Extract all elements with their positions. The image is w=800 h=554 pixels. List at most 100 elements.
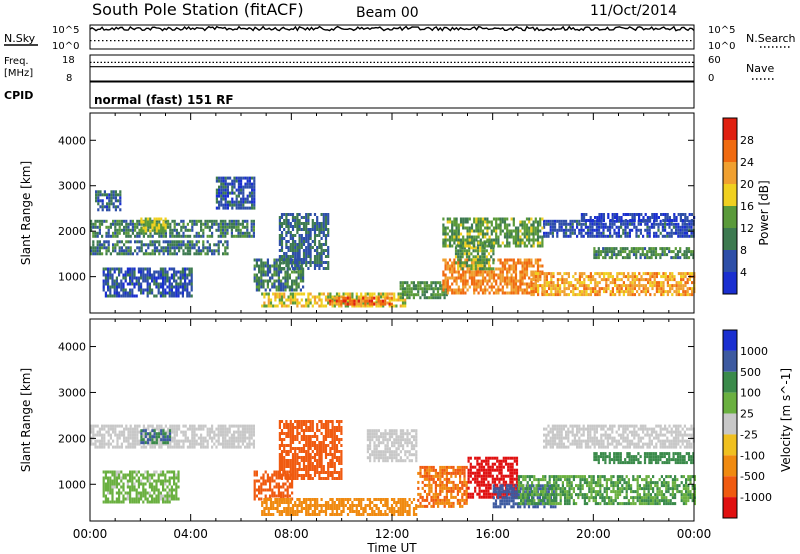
heatmap-cell xyxy=(129,436,132,440)
heatmap-cell xyxy=(190,270,193,274)
heatmap-cell xyxy=(302,477,306,480)
heatmap-cell xyxy=(109,442,112,446)
heatmap-cell xyxy=(532,232,535,236)
heatmap-cell xyxy=(541,287,544,291)
heatmap-cell xyxy=(164,294,167,298)
heatmap-cell xyxy=(171,240,174,244)
heatmap-cell xyxy=(622,213,625,216)
heatmap-cell xyxy=(296,432,299,435)
heatmap-cell xyxy=(346,298,350,302)
heatmap-cell xyxy=(351,302,354,306)
heatmap-cell xyxy=(220,197,223,201)
heatmap-cell xyxy=(291,471,295,474)
heatmap-cell xyxy=(514,285,518,289)
heatmap-cell xyxy=(206,427,209,431)
heatmap-cell xyxy=(492,291,496,295)
heatmap-cell xyxy=(481,232,485,236)
heatmap-cell xyxy=(239,228,242,232)
heatmap-cell xyxy=(294,471,297,474)
heatmap-cell xyxy=(629,275,632,279)
heatmap-cell xyxy=(311,228,314,231)
heatmap-cell xyxy=(280,441,284,444)
heatmap-cell xyxy=(340,299,343,303)
heatmap-cell xyxy=(445,293,448,297)
heatmap-cell xyxy=(107,497,110,501)
heatmap-cell xyxy=(414,293,418,297)
heatmap-cell xyxy=(177,285,180,289)
heatmap-cell xyxy=(514,273,518,277)
heatmap-cell xyxy=(167,445,170,449)
heatmap-cell xyxy=(96,439,99,443)
heatmap-cell xyxy=(603,278,606,282)
heatmap-cell xyxy=(226,206,229,210)
heatmap-cell xyxy=(604,225,607,229)
heatmap-cell xyxy=(481,276,485,280)
heatmap-cell xyxy=(346,304,350,308)
heatmap-cell xyxy=(114,205,117,209)
heatmap-cell xyxy=(593,253,596,257)
heatmap-cell xyxy=(495,235,498,239)
heatmap-cell xyxy=(178,442,181,446)
heatmap-cell xyxy=(169,424,172,428)
heatmap-cell xyxy=(346,292,350,296)
heatmap-cell xyxy=(457,252,460,256)
heatmap-cell xyxy=(558,222,561,226)
heatmap-cell xyxy=(131,430,134,434)
heatmap-cell xyxy=(662,219,665,222)
heatmap-cell xyxy=(283,459,286,462)
heatmap-cell xyxy=(294,438,297,441)
heatmap-cell xyxy=(123,219,126,223)
heatmap-cell xyxy=(647,287,650,291)
heatmap-cell xyxy=(262,479,265,483)
heatmap-cell xyxy=(451,261,454,265)
heatmap-cell xyxy=(271,276,274,280)
heatmap-cell xyxy=(217,427,220,431)
heatmap-cell xyxy=(298,450,301,453)
heatmap-cell xyxy=(140,445,143,449)
heatmap-cell xyxy=(655,213,658,216)
heatmap-cell xyxy=(536,223,540,227)
heatmap-cell xyxy=(239,424,242,428)
heatmap-cell xyxy=(644,293,647,297)
heatmap-cell xyxy=(275,267,278,271)
heatmap-cell xyxy=(651,284,654,288)
heatmap-cell xyxy=(280,231,284,234)
heatmap-cell xyxy=(648,247,651,251)
heatmap-cell xyxy=(146,470,149,474)
heatmap-cell xyxy=(479,232,482,236)
heatmap-cell xyxy=(291,258,294,262)
heatmap-cell xyxy=(282,285,285,289)
heatmap-cell xyxy=(134,433,137,437)
heatmap-cell xyxy=(560,219,563,223)
heatmap-cell xyxy=(148,500,151,504)
heatmap-cell xyxy=(98,225,101,229)
heatmap-cell xyxy=(560,222,563,226)
heatmap-cell xyxy=(278,468,281,471)
heatmap-cell xyxy=(379,302,382,306)
heatmap-cell xyxy=(164,279,167,283)
heatmap-cell xyxy=(322,249,325,252)
heatmap-cell xyxy=(673,219,676,222)
heatmap-cell xyxy=(610,253,614,257)
heatmap-cell xyxy=(430,287,433,291)
heatmap-cell xyxy=(118,491,121,495)
heatmap-cell xyxy=(204,222,207,226)
heatmap-cell xyxy=(297,276,300,280)
heatmap-cell xyxy=(206,439,209,443)
heatmap-cell xyxy=(519,238,522,242)
heatmap-cell xyxy=(444,244,447,248)
heatmap-cell xyxy=(92,240,95,244)
heatmap-cell xyxy=(122,497,125,501)
heatmap-cell xyxy=(302,447,306,450)
heatmap-cell xyxy=(222,234,225,238)
heatmap-cell xyxy=(162,229,165,233)
heatmap-cell xyxy=(607,278,610,282)
heatmap-cell xyxy=(215,188,218,192)
heatmap-cell xyxy=(149,435,152,439)
heatmap-cell xyxy=(258,479,261,483)
heatmap-cell xyxy=(366,301,369,305)
heatmap-cell xyxy=(646,222,649,226)
heatmap-cell xyxy=(608,247,611,251)
heatmap-cell xyxy=(459,238,463,242)
heatmap-cell xyxy=(490,223,493,227)
